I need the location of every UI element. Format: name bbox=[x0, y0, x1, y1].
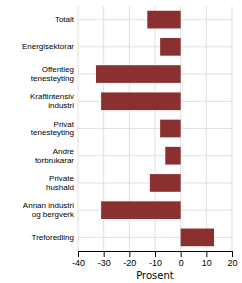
x-tick-mark bbox=[206, 251, 207, 257]
x-tick-label: 20 bbox=[227, 258, 237, 268]
bar bbox=[101, 92, 181, 110]
y-tick: Privatehushald bbox=[46, 174, 75, 192]
y-tick-label: Privatehushald bbox=[46, 174, 75, 192]
y-grid-line bbox=[78, 155, 232, 156]
x-tick: -10 bbox=[149, 251, 162, 268]
y-tick: Offentlegtenesteyting bbox=[31, 65, 74, 83]
x-tick-mark bbox=[104, 251, 105, 257]
y-grid-line bbox=[78, 128, 232, 129]
y-grid-line bbox=[78, 46, 232, 47]
x-tick: -40 bbox=[72, 251, 85, 268]
x-tick-label: 0 bbox=[179, 258, 184, 268]
grid bbox=[78, 6, 232, 251]
y-tick: Totalt bbox=[55, 15, 75, 24]
bar bbox=[96, 65, 181, 83]
x-tick-mark bbox=[181, 251, 182, 257]
x-tick: 10 bbox=[202, 251, 212, 268]
x-tick-mark bbox=[129, 251, 130, 257]
y-tick-label: Energisektorar bbox=[22, 42, 74, 51]
x-tick-mark bbox=[232, 251, 233, 257]
bar bbox=[181, 229, 214, 247]
y-tick: Treforedling bbox=[32, 233, 74, 242]
x-axis-title: Prosent bbox=[136, 270, 174, 281]
y-tick-label: Privattenesteyting bbox=[31, 120, 75, 138]
y-tick: Andreforbrukarar bbox=[35, 147, 75, 165]
x-tick-label: -40 bbox=[72, 258, 85, 268]
y-tick: Privattenesteyting bbox=[31, 120, 75, 138]
bar bbox=[160, 120, 181, 138]
x-tick: 20 bbox=[227, 251, 237, 268]
y-tick-label: Andreforbrukarar bbox=[35, 147, 75, 165]
x-tick: 0 bbox=[179, 251, 184, 268]
x-tick-label: -30 bbox=[98, 258, 111, 268]
y-tick: Kraftintensivindustri bbox=[30, 92, 74, 110]
bar bbox=[150, 174, 181, 192]
y-tick: Energisektorar bbox=[22, 42, 74, 51]
bars bbox=[96, 11, 214, 246]
bar bbox=[101, 201, 181, 219]
bar bbox=[160, 38, 181, 56]
x-tick-label: -10 bbox=[149, 258, 162, 268]
x-tick-label: 10 bbox=[202, 258, 212, 268]
x-tick-label: -20 bbox=[123, 258, 136, 268]
bar bbox=[165, 147, 180, 165]
y-axis: Totalt Energisektorar Offentlegtenesteytin… bbox=[22, 15, 75, 242]
y-tick-label: Offentlegtenesteyting bbox=[31, 65, 74, 83]
y-tick-label: Treforedling bbox=[32, 233, 74, 242]
y-tick-label: Totalt bbox=[55, 15, 75, 24]
chart-container: -40 -30 -20 -10 0 10 20 Totalt Energisektorar Off… bbox=[0, 0, 242, 283]
plot: -40 -30 -20 -10 0 10 20 Totalt Energisektorar Off… bbox=[22, 6, 238, 268]
bar bbox=[147, 11, 180, 29]
x-axis: -40 -30 -20 -10 0 10 20 bbox=[72, 251, 238, 268]
y-tick-label: Annan industriog bergverk bbox=[23, 201, 75, 219]
x-tick-mark bbox=[78, 251, 79, 257]
x-tick: -30 bbox=[98, 251, 111, 268]
chart: -40 -30 -20 -10 0 10 20 Totalt Energisektorar Off… bbox=[0, 0, 242, 283]
y-tick: Annan industriog bergverk bbox=[23, 201, 75, 219]
x-tick: -20 bbox=[123, 251, 136, 268]
x-tick-mark bbox=[155, 251, 156, 257]
y-tick-label: Kraftintensivindustri bbox=[30, 92, 74, 110]
